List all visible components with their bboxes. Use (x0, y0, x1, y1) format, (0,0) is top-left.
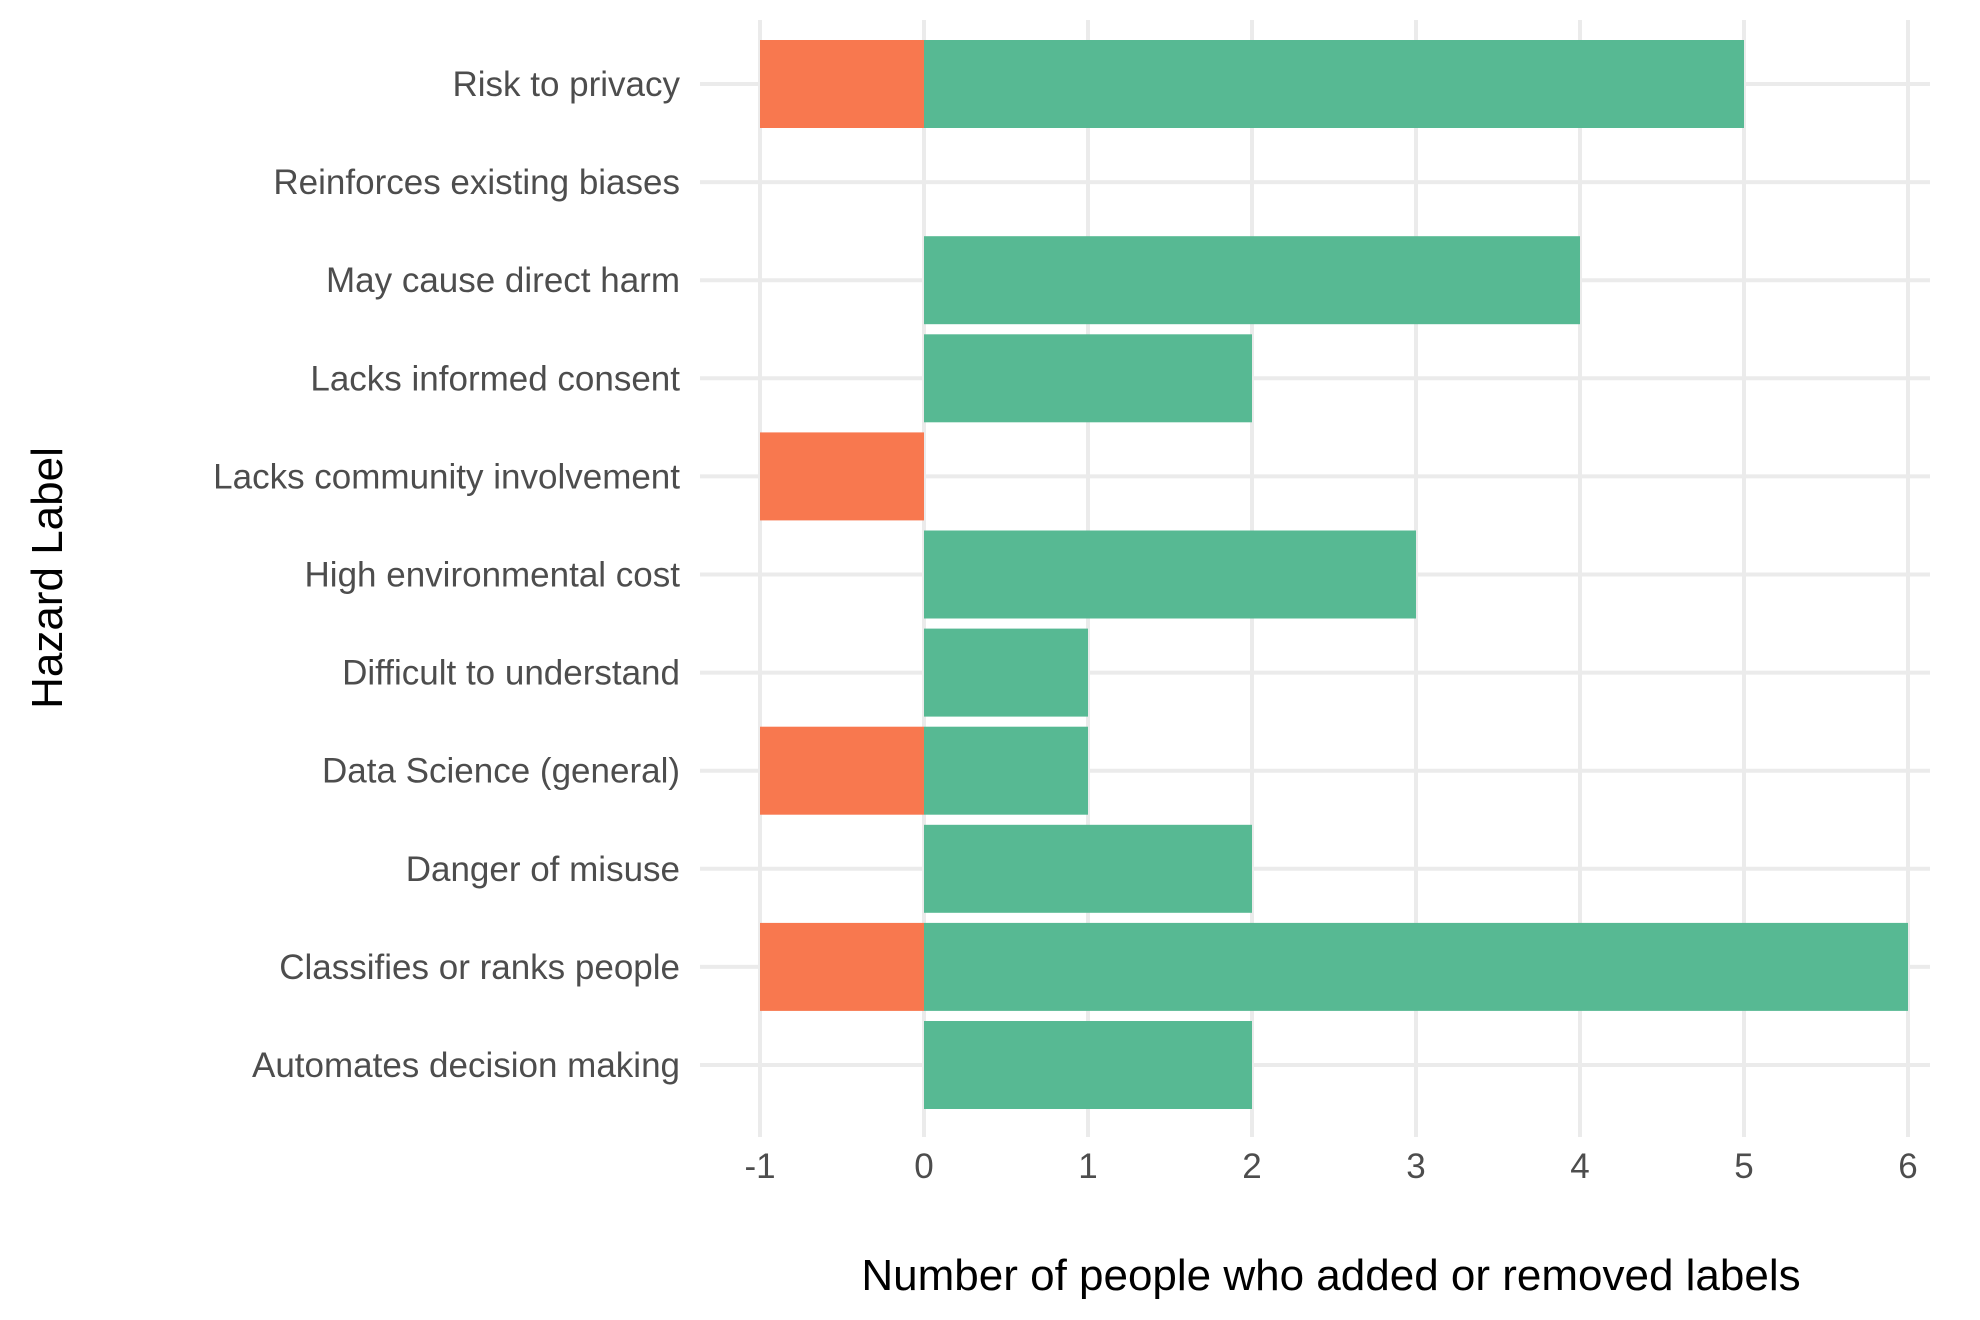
x-tick-label: 3 (1406, 1147, 1425, 1186)
x-tick-label: 0 (914, 1147, 933, 1186)
bar-added-1 (924, 922, 1908, 1011)
y-tick-label: Classifies or ranks people (279, 948, 680, 987)
x-tick-label: 1 (1078, 1147, 1097, 1186)
x-tick-label: -1 (744, 1147, 775, 1186)
y-tick-label: Data Science (general) (322, 752, 680, 791)
bar-added-7 (924, 334, 1252, 423)
y-tick-label: Reinforces existing biases (273, 163, 680, 202)
y-tick-label: Difficult to understand (342, 654, 680, 693)
x-tick-label: 2 (1242, 1147, 1261, 1186)
x-tick-label: 6 (1898, 1147, 1917, 1186)
bar-added-10 (924, 40, 1744, 128)
y-tick-label: Risk to privacy (452, 65, 680, 104)
y-tick-label: Automates decision making (252, 1046, 680, 1085)
y-tick-label: Danger of misuse (406, 850, 680, 889)
bar-removed-6 (760, 432, 924, 521)
y-axis-title: Hazard Label (23, 447, 72, 709)
bar-added-4 (924, 628, 1088, 717)
y-tick-label: Lacks community involvement (213, 457, 680, 496)
y-tick-label: Lacks informed consent (310, 359, 680, 398)
y-tick-label: High environmental cost (305, 556, 681, 595)
bar-added-8 (924, 236, 1580, 325)
bar-added-3 (924, 726, 1088, 815)
bar-added-0 (924, 1021, 1252, 1109)
y-tick-labels: Automates decision making Classifies or r… (213, 65, 680, 1085)
x-tick-label: 5 (1734, 1147, 1753, 1186)
bar-removed-3 (760, 726, 924, 815)
x-axis-title: Number of people who added or removed la… (861, 1251, 1800, 1300)
x-tick-labels: -1 0 1 2 3 4 5 6 (744, 1147, 1917, 1186)
x-tick-label: 4 (1570, 1147, 1589, 1186)
bar-added-2 (924, 824, 1252, 913)
bar-removed-10 (760, 40, 924, 128)
y-tick-label: May cause direct harm (326, 261, 680, 300)
bar-added-5 (924, 530, 1416, 619)
bar-removed-1 (760, 922, 924, 1011)
bars (760, 40, 1908, 1109)
